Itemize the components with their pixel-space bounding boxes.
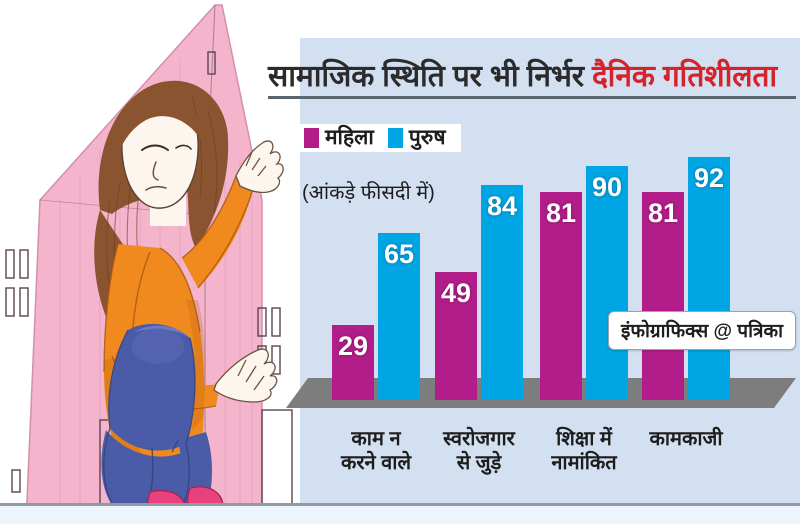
category-label-line: करने वाले <box>340 451 412 474</box>
page-title: सामाजिक स्थिति पर भी निर्भर दैनिक गतिशील… <box>268 60 796 94</box>
panel-bottom-divider <box>0 503 800 506</box>
category-label-line: स्वरोजगार <box>443 428 515 450</box>
illustration-woman-sitting-inside-house <box>0 0 300 524</box>
headline-block: सामाजिक स्थिति पर भी निर्भर दैनिक गतिशील… <box>268 60 796 99</box>
category-label-line: कामकाजी <box>649 428 723 450</box>
category-label-2: स्वरोजगार से जुड़े <box>389 428 569 475</box>
headline-plain: सामाजिक स्थिति पर भी निर्भर <box>268 60 592 93</box>
category-label-line: से जुड़े <box>456 451 502 474</box>
chart-subtitle: (आंकड़े फीसदी में) <box>302 182 435 204</box>
category-label-4: कामकाजी <box>596 428 776 452</box>
category-label-line: शिक्षा में <box>556 428 612 450</box>
male-swatch-icon <box>387 127 403 148</box>
title-underline <box>268 95 796 99</box>
category-axis-labels: काम न करने वाले स्वरोजगार से जुड़े शिक्षा मे… <box>0 428 800 488</box>
category-label-1: काम न करने वाले <box>286 428 466 475</box>
panel-bottom-fill <box>0 506 800 524</box>
legend-label-female: महिला <box>325 126 374 149</box>
headline-accent: दैनिक गतिशीलता <box>591 60 778 93</box>
legend-label-male: पुरुष <box>408 126 446 149</box>
category-label-line: नामांकित <box>551 451 617 474</box>
credit-badge: इंफोग्राफिक्स @ पत्रिका <box>608 311 796 350</box>
female-swatch-icon <box>304 127 319 148</box>
chart-legend: महिला पुरुष <box>296 124 462 152</box>
category-label-line: काम न <box>351 428 401 450</box>
category-label-3: शिक्षा में नामांकित <box>494 428 674 475</box>
hand-lower <box>213 348 278 403</box>
legend-item-male[interactable]: पुरुष <box>387 126 446 149</box>
legend-item-female[interactable]: महिला <box>304 127 374 148</box>
woman-figure <box>94 80 284 519</box>
hand-upper <box>235 140 284 194</box>
